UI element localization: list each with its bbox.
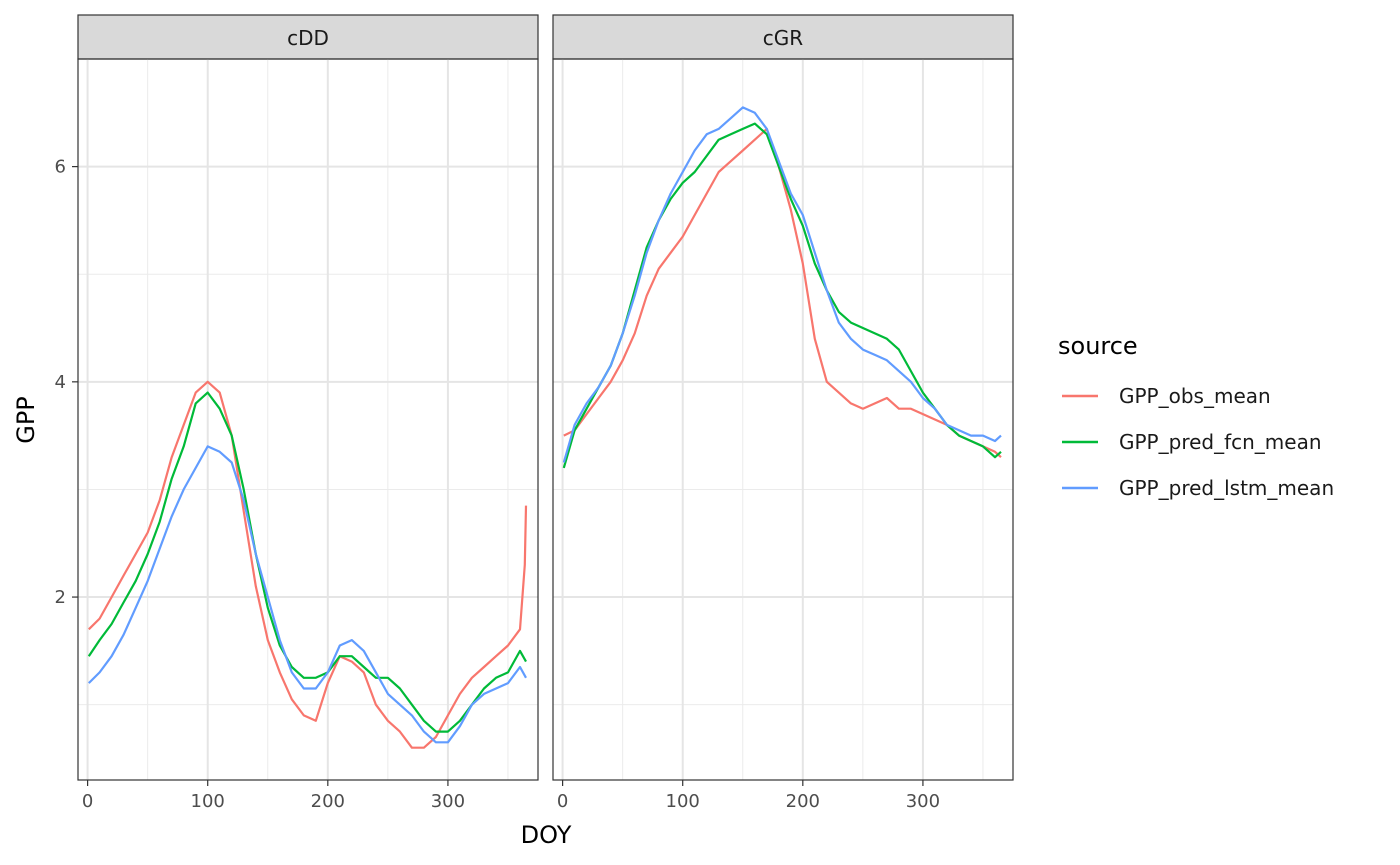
x-axis-title: DOY <box>521 821 572 849</box>
y-axis-ticks: 2 4 6 <box>55 157 78 608</box>
series-line-GPP_obs_mean <box>563 127 1002 459</box>
strip-label-cgr: cGR <box>763 26 803 50</box>
strip-background <box>77 14 539 60</box>
series-line-GPP_pred_lstm_mean <box>88 445 527 744</box>
series-lines <box>562 106 1002 469</box>
legend-label-fcn: GPP_pred_fcn_mean <box>1119 430 1322 454</box>
x-tick-label: 0 <box>82 791 93 812</box>
x-axis-ticks: 0 100 200 300 <box>557 780 940 812</box>
series-line-GPP_pred_fcn_mean <box>87 391 527 733</box>
strip-label-cdd: cDD <box>287 26 329 50</box>
series-lines <box>87 380 528 749</box>
legend: source GPP_obs_mean GPP_pred_fcn_mean GP… <box>1058 332 1334 500</box>
strip-background <box>552 14 1014 60</box>
x-axis-ticks: 0 100 200 300 <box>82 780 465 812</box>
x-tick-label: 200 <box>311 791 345 812</box>
x-tick-label: 200 <box>786 791 820 812</box>
panel-cdd: cDD 0 100 200 300 <box>77 14 539 812</box>
y-tick-label: 2 <box>55 587 66 608</box>
legend-title: source <box>1058 332 1138 360</box>
panel-border <box>77 58 539 781</box>
x-tick-label: 100 <box>666 791 700 812</box>
panel-border <box>552 58 1014 781</box>
grid <box>553 59 1013 780</box>
series-line-GPP_obs_mean <box>88 380 528 749</box>
y-tick-label: 4 <box>55 372 66 393</box>
grid <box>78 59 538 780</box>
x-tick-label: 0 <box>557 791 568 812</box>
legend-label-obs: GPP_obs_mean <box>1119 384 1271 408</box>
y-tick-label: 6 <box>55 157 66 178</box>
x-tick-label: 300 <box>431 791 465 812</box>
panel-cgr: cGR 0 100 200 300 <box>552 14 1014 812</box>
legend-label-lstm: GPP_pred_lstm_mean <box>1119 476 1334 500</box>
series-line-GPP_pred_lstm_mean <box>562 106 1002 463</box>
y-axis-title: GPP <box>12 396 40 444</box>
x-tick-label: 100 <box>191 791 225 812</box>
x-tick-label: 300 <box>906 791 940 812</box>
